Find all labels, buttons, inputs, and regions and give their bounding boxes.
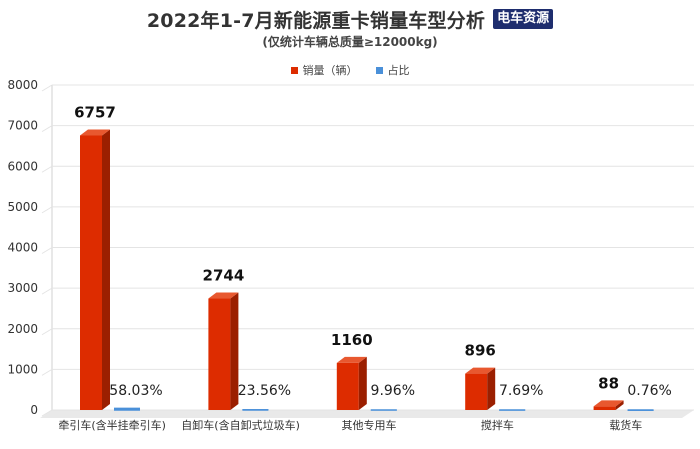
- gridline-depth: [41, 125, 53, 133]
- gridline-depth: [41, 84, 53, 92]
- x-category-label: 自卸车(含自卸式垃圾车): [181, 418, 300, 432]
- floor: [40, 410, 694, 418]
- y-tick-label: 4000: [7, 241, 38, 255]
- brand-logo: 电车资源: [493, 9, 554, 29]
- data-label-sales: 896: [465, 342, 496, 360]
- bar-sales-side: [102, 129, 110, 410]
- legend-swatch-sales: [290, 66, 298, 74]
- bar-sales-top: [336, 356, 367, 363]
- bar-sales-top: [208, 292, 239, 299]
- data-label-share: 58.03%: [109, 383, 162, 399]
- legend-swatch-share: [375, 66, 383, 74]
- legend: 销量（辆） 占比: [0, 62, 700, 78]
- gridline-depth: [41, 165, 53, 173]
- y-tick-label: 8000: [7, 78, 38, 92]
- gridline-depth: [41, 368, 53, 376]
- data-label-share: 7.69%: [499, 383, 543, 399]
- bar-sales-side: [230, 292, 239, 410]
- y-tick-label: 7000: [7, 119, 38, 133]
- data-label-share: 9.96%: [371, 383, 415, 399]
- bar-sales-side: [487, 367, 496, 410]
- bar-sales-top: [465, 367, 496, 374]
- bar-share: [114, 407, 140, 410]
- bar-sales: [80, 135, 102, 410]
- bar-sales: [208, 298, 231, 410]
- y-tick-label: 2000: [7, 322, 38, 336]
- gridline-depth: [41, 409, 53, 417]
- legend-label-sales: 销量（辆）: [302, 64, 358, 77]
- x-category-label: 搅拌车: [481, 418, 514, 432]
- bar-sales: [336, 362, 359, 410]
- x-category-label: 载货车: [609, 418, 642, 432]
- chart-subtitle: (仅统计车辆总质量≥12000kg): [262, 35, 438, 49]
- data-label-sales: 2744: [203, 267, 245, 285]
- data-label-sales: 88: [598, 374, 619, 392]
- data-label-share: 0.76%: [627, 383, 671, 399]
- y-tick-label: 3000: [7, 281, 38, 295]
- legend-item-share: 占比: [375, 62, 410, 78]
- data-label-sales: 1160: [331, 331, 373, 349]
- data-label-sales: 6757: [74, 103, 116, 121]
- legend-label-share: 占比: [387, 64, 410, 77]
- gridline-depth: [41, 247, 53, 254]
- bar-sales-top: [593, 400, 624, 407]
- chart-title: 2022年1-7月新能源重卡销量车型分析: [146, 9, 486, 32]
- y-tick-label: 5000: [7, 200, 38, 214]
- x-category-label: 其他专用车: [342, 418, 397, 432]
- bar-sales: [593, 406, 616, 410]
- bar-sales-side: [615, 400, 624, 410]
- gridline-depth: [41, 328, 53, 336]
- legend-item-sales: 销量（辆）: [290, 62, 358, 78]
- bar-sales-side: [358, 356, 367, 410]
- x-category-label: 牵引车(含半挂牵引车): [58, 418, 166, 432]
- y-tick-label: 6000: [7, 159, 38, 173]
- gridline-depth: [41, 287, 53, 295]
- data-label-share: 23.56%: [238, 383, 291, 399]
- title-row: 2022年1-7月新能源重卡销量车型分析 电车资源: [0, 6, 700, 32]
- y-tick-label: 0: [30, 403, 38, 417]
- gridline-depth: [41, 206, 53, 214]
- y-tick-label: 1000: [7, 362, 38, 376]
- bar-sales: [465, 373, 488, 410]
- bar-sales-top: [80, 129, 110, 136]
